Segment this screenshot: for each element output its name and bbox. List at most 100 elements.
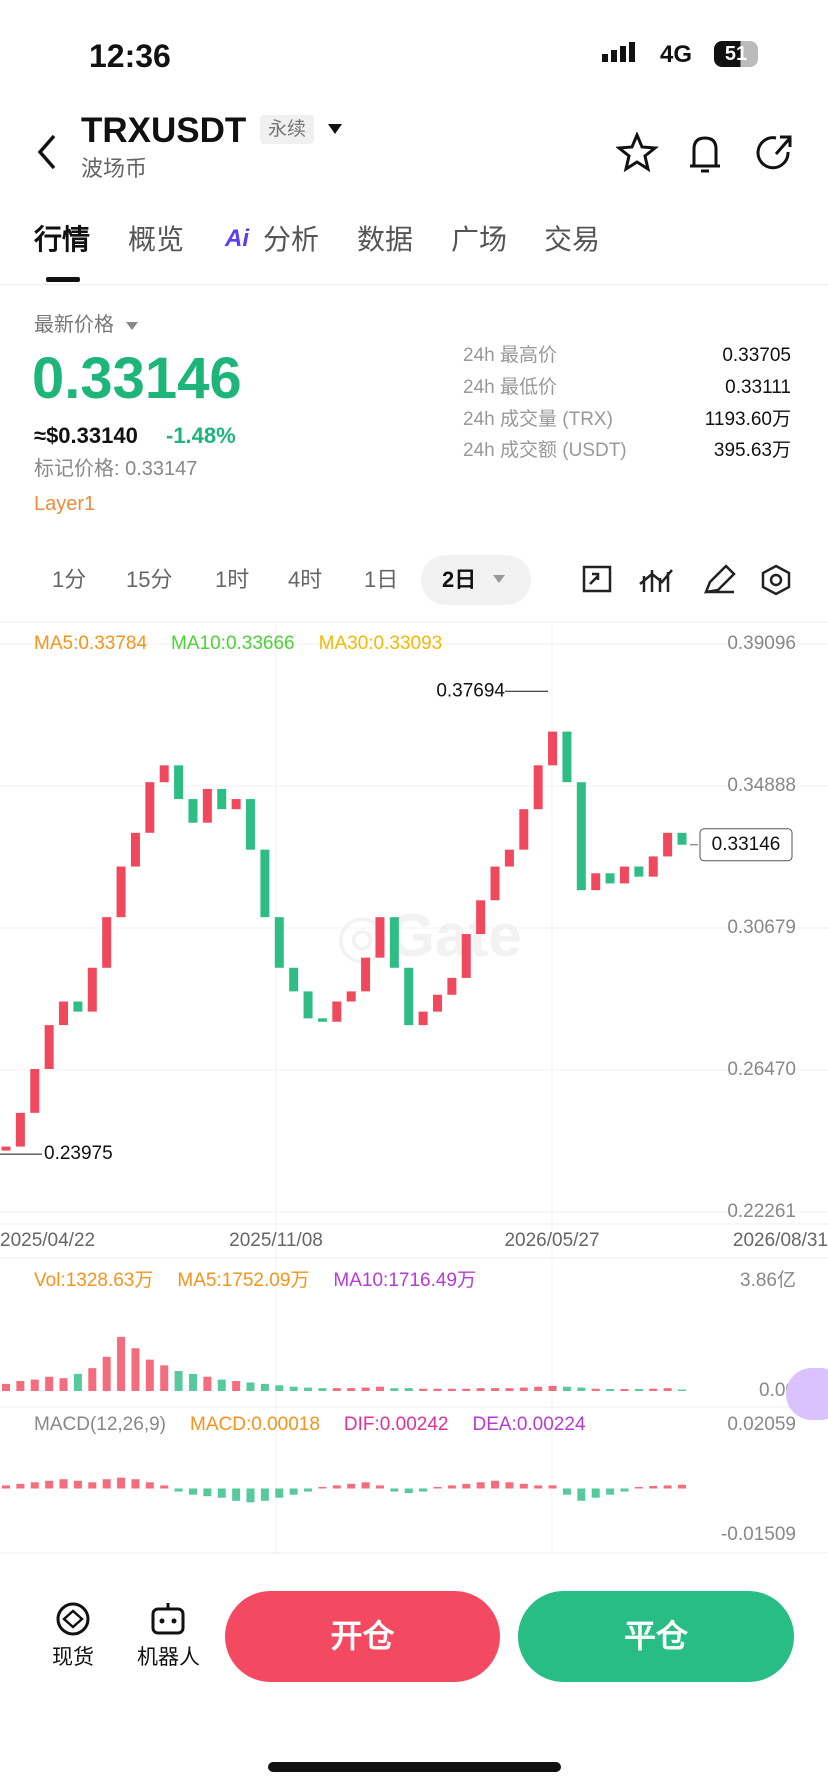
y-tick-label: 0.02059: [727, 1414, 796, 1435]
bar: [318, 1388, 327, 1391]
bottom-link[interactable]: 机器人: [137, 1646, 200, 1669]
bar: [591, 1488, 600, 1498]
candle: [461, 934, 471, 978]
bar: [361, 1482, 370, 1489]
bar: [102, 1356, 111, 1391]
divider: [0, 284, 828, 285]
bar: [289, 1488, 298, 1495]
candle: [202, 788, 212, 823]
candle: [562, 731, 572, 783]
candle: [116, 866, 126, 918]
usd-price: ≈$0.33140: [34, 423, 138, 448]
bar: [419, 1488, 428, 1492]
header-icons[interactable]: [616, 132, 796, 174]
bar: [634, 1486, 643, 1489]
bar: [145, 1482, 154, 1489]
bar: [591, 1388, 600, 1391]
bar: [634, 1389, 643, 1391]
tab[interactable]: 分析: [263, 224, 320, 255]
legend-item: MA10:1716.49万: [333, 1270, 476, 1291]
back-button[interactable]: [36, 132, 60, 172]
bar: [16, 1381, 25, 1391]
bar: [73, 1373, 82, 1391]
bar: [447, 1388, 456, 1391]
bar: [390, 1488, 399, 1492]
timeframe[interactable]: 1时: [215, 567, 250, 592]
bar: [30, 1379, 39, 1391]
y-tick-label: 3.86亿: [740, 1269, 796, 1291]
stat-value: 395.63万: [713, 440, 791, 461]
y-tick-label: -0.01509: [721, 1524, 796, 1545]
bar: [433, 1388, 442, 1391]
bar: [260, 1488, 269, 1501]
candle: [15, 1112, 25, 1147]
tab[interactable]: 交易: [544, 224, 601, 255]
open-button[interactable]: 开仓: [225, 1591, 500, 1682]
candle: [404, 967, 414, 1026]
bar: [620, 1488, 629, 1492]
candle: [418, 1011, 428, 1026]
tab[interactable]: 行情: [34, 224, 91, 255]
float-button[interactable]: [786, 1368, 828, 1420]
bottom-link[interactable]: 现货: [52, 1646, 94, 1669]
bar: [203, 1376, 212, 1391]
tab[interactable]: 数据: [357, 224, 414, 255]
timeframe[interactable]: 2日: [442, 567, 477, 592]
candle: [432, 994, 442, 1012]
candle: [73, 1001, 83, 1012]
timeframe[interactable]: 15分: [126, 567, 173, 592]
bar: [217, 1379, 226, 1391]
tab[interactable]: 广场: [451, 224, 508, 255]
dropdown[interactable]: [326, 122, 344, 136]
sector-tag: Layer1: [34, 493, 96, 515]
timeframe[interactable]: 4时: [288, 567, 323, 592]
bar: [505, 1482, 514, 1489]
candle: [174, 765, 184, 800]
stat-value: 1193.60万: [704, 409, 791, 430]
bar: [73, 1480, 82, 1489]
symbol: TRXUSDT: [81, 111, 247, 150]
bar: [347, 1388, 356, 1391]
bar: [678, 1484, 686, 1489]
candle: [533, 765, 543, 810]
close-button[interactable]: 平仓: [518, 1591, 794, 1682]
bar: [131, 1348, 140, 1391]
timeframe-active-bg: [421, 555, 531, 605]
bar: [447, 1485, 456, 1489]
chart-tools[interactable]: [582, 564, 802, 596]
home-indicator: [268, 1762, 561, 1772]
timeframe[interactable]: 1分: [52, 567, 87, 592]
candle: [289, 967, 299, 992]
bar: [117, 1477, 126, 1489]
low-label: 0.23975: [44, 1143, 113, 1164]
bottom-icons[interactable]: [50, 1601, 290, 1637]
bar: [649, 1388, 658, 1391]
bar: [188, 1373, 197, 1391]
bar: [534, 1485, 543, 1489]
candle: [447, 977, 457, 995]
candle: [634, 866, 644, 877]
timeframe[interactable]: 1日: [364, 567, 399, 592]
bar: [59, 1479, 68, 1489]
stat-label: 24h 成交额 (USDT): [463, 440, 627, 461]
bar: [606, 1389, 615, 1391]
bar: [562, 1488, 571, 1495]
bar: [160, 1485, 169, 1489]
dropdown: [493, 575, 505, 583]
status-time: 12:36: [89, 38, 171, 74]
candle: [346, 991, 356, 1002]
x-tick-label: 2025/04/22: [0, 1230, 95, 1251]
bar: [45, 1376, 54, 1391]
bar: [102, 1479, 111, 1489]
candle: [317, 1018, 327, 1022]
bar: [577, 1387, 586, 1391]
tab[interactable]: 概览: [128, 224, 185, 255]
bar: [188, 1488, 197, 1495]
battery: 51: [714, 41, 758, 67]
bar: [375, 1485, 384, 1489]
bar: [332, 1485, 341, 1489]
high-label: 0.37694: [436, 680, 505, 701]
bar: [145, 1359, 154, 1391]
